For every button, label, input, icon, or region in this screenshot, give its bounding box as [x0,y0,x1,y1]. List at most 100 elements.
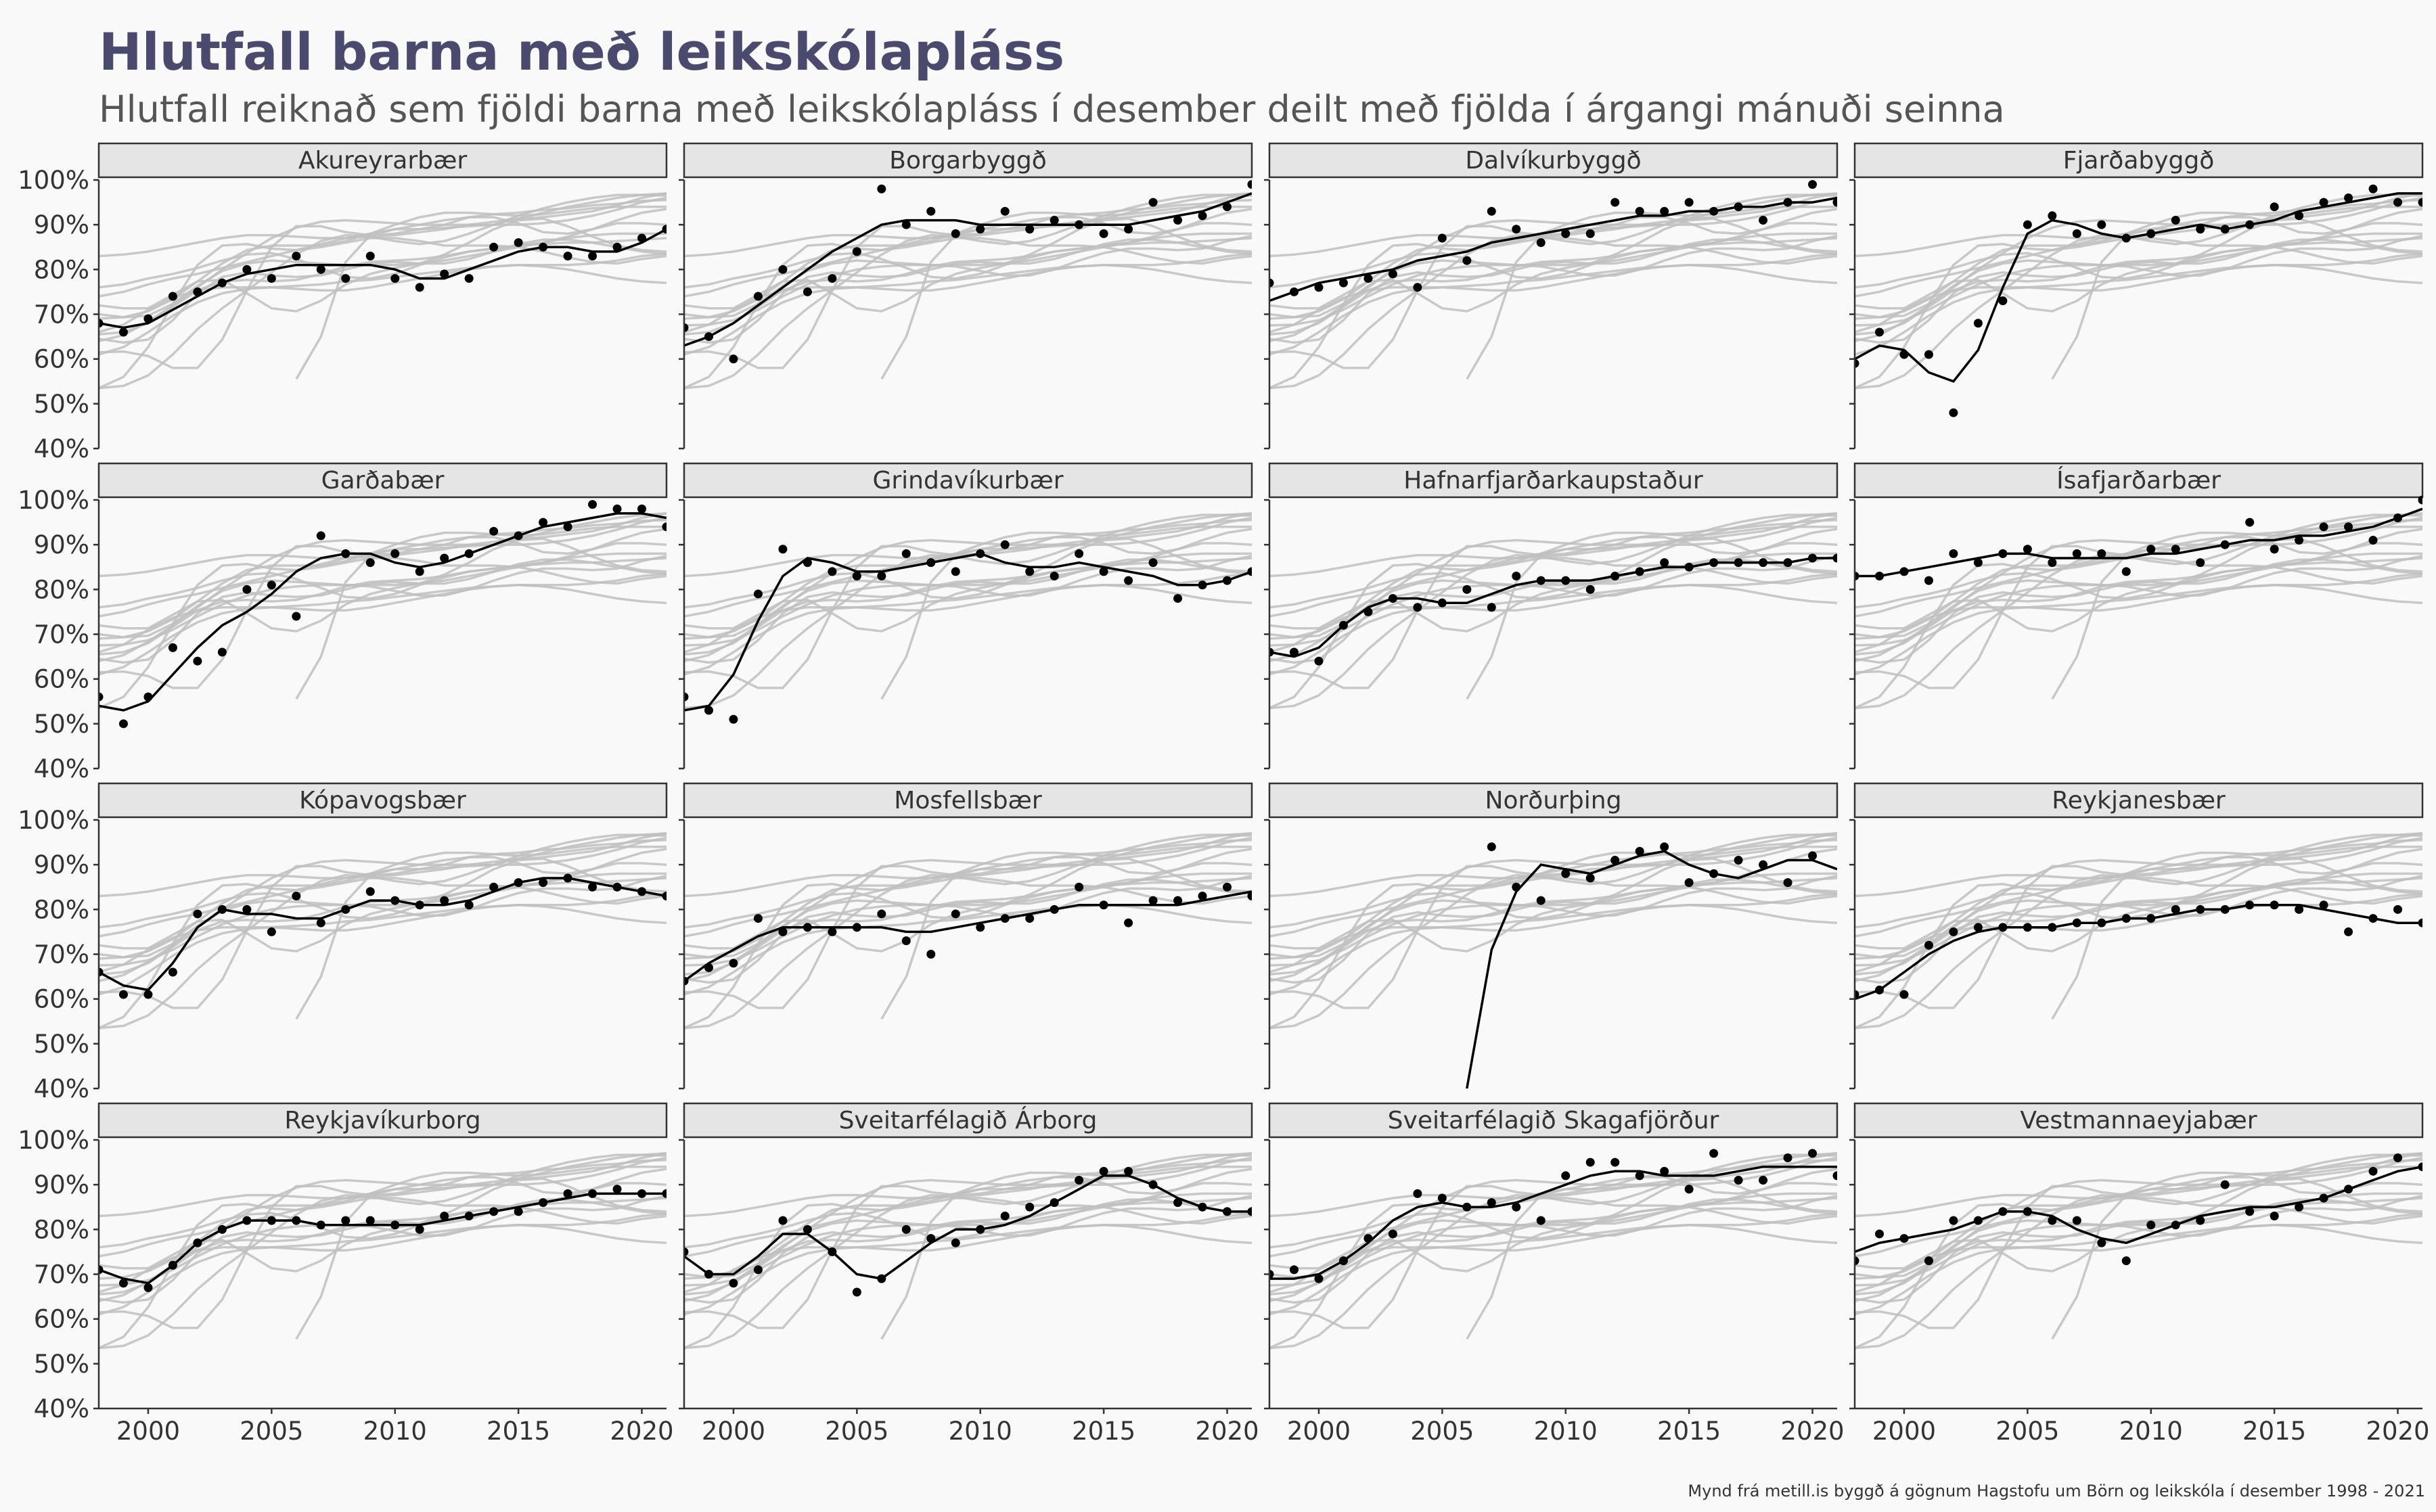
data-point [1050,904,1059,914]
data-point [1050,216,1059,225]
context-line [1269,252,1837,334]
facet-panel: Reykjavíkurborg 40% 50% 60% 70% 80% 90% 100% 200… [18,1102,674,1446]
data-point [415,1224,424,1234]
data-point [464,900,474,910]
data-point [2048,211,2057,221]
context-line [295,536,667,700]
context-line [1855,525,2422,640]
data-point [588,251,597,260]
data-point [464,274,474,283]
data-point [2270,1211,2279,1220]
facet-panel: Norðurþing [1264,782,1839,1090]
facet-strip-label: Sveitarfélagið Árborg [839,1106,1098,1135]
data-point [2072,229,2081,238]
context-line [1269,877,1837,976]
context-line [684,1212,1252,1293]
data-point [1709,1149,1719,1158]
context-line [684,512,1252,578]
data-point [1536,576,1546,585]
context-line [99,263,667,356]
context-line [99,877,667,1030]
data-point [1684,878,1694,888]
context-line [1855,572,2422,654]
data-point [877,1274,886,1283]
context-line [1855,237,2422,390]
data-point [2220,225,2230,234]
context-line [1269,903,1837,996]
data-point [1437,1193,1447,1203]
context-line [1855,872,2422,959]
facet-strip [1853,462,2424,499]
data-point [2295,1202,2304,1212]
context-line [1855,1197,2422,1350]
data-point [951,567,960,576]
data-point [390,274,400,283]
context-line [99,199,667,298]
data-point [2368,1166,2378,1176]
data-point [1561,869,1571,878]
context-line [880,216,1252,380]
plot-area [1269,512,1837,710]
data-point [2220,1180,2230,1189]
data-point [489,242,499,252]
data-point [2023,545,2032,554]
plot-area [99,500,667,729]
data-point [341,904,351,914]
data-point [2295,211,2304,221]
data-point [901,220,911,229]
data-point [926,1234,936,1243]
context-line [1269,519,1837,618]
context-line [2051,216,2422,380]
facet-strip [1853,142,2424,179]
facet-strip [97,782,668,819]
data-point [2245,220,2255,229]
data-point [1050,571,1059,580]
context-line [99,205,667,320]
context-line [684,874,1252,967]
data-point [2146,1220,2156,1230]
data-point [729,1279,738,1288]
context-line [99,583,667,676]
data-point [267,580,276,590]
data-point [1874,327,1884,337]
x-tick-label: 2015 [487,1417,550,1446]
context-line [99,832,667,1009]
context-line [99,554,667,647]
data-point [901,549,911,558]
facet-strip-label: Dalvíkurbyggð [1465,147,1641,175]
y-tick-label: 60% [34,665,89,694]
context-line [99,1197,667,1296]
facet-strip-label: Fjarðabyggð [2063,147,2215,175]
data-point [1512,882,1521,892]
data-point [514,531,523,541]
context-line [1269,892,1837,973]
data-point [1437,598,1447,608]
data-point [637,887,647,896]
context-line [1855,832,2422,1009]
context-line [2051,1176,2422,1340]
context-line [1855,528,2422,609]
data-point [901,1224,911,1234]
data-point [2245,900,2255,910]
facet-panel: Borgarbyggð [679,142,1253,450]
data-point [1783,558,1792,568]
context-line [684,237,1252,390]
facet-strip [1268,1102,1839,1139]
context-line [684,199,1252,298]
context-line [99,237,667,390]
facet-strip-label: Ísafjarðarbær [2056,466,2221,495]
x-tick-label: 2020 [2366,1417,2429,1446]
data-point [1949,549,1958,558]
y-tick-label: 70% [34,940,89,969]
data-point [1973,319,1983,328]
data-point [2245,1207,2255,1216]
data-point [514,238,523,248]
data-point [1561,229,1571,238]
data-point [1536,896,1546,905]
data-point [193,1238,202,1247]
data-point [2393,904,2403,914]
data-point [514,1207,523,1216]
data-point [1808,553,1818,563]
facet-strip-label: Reykjavíkurborg [284,1107,480,1135]
context-line [99,1223,667,1316]
